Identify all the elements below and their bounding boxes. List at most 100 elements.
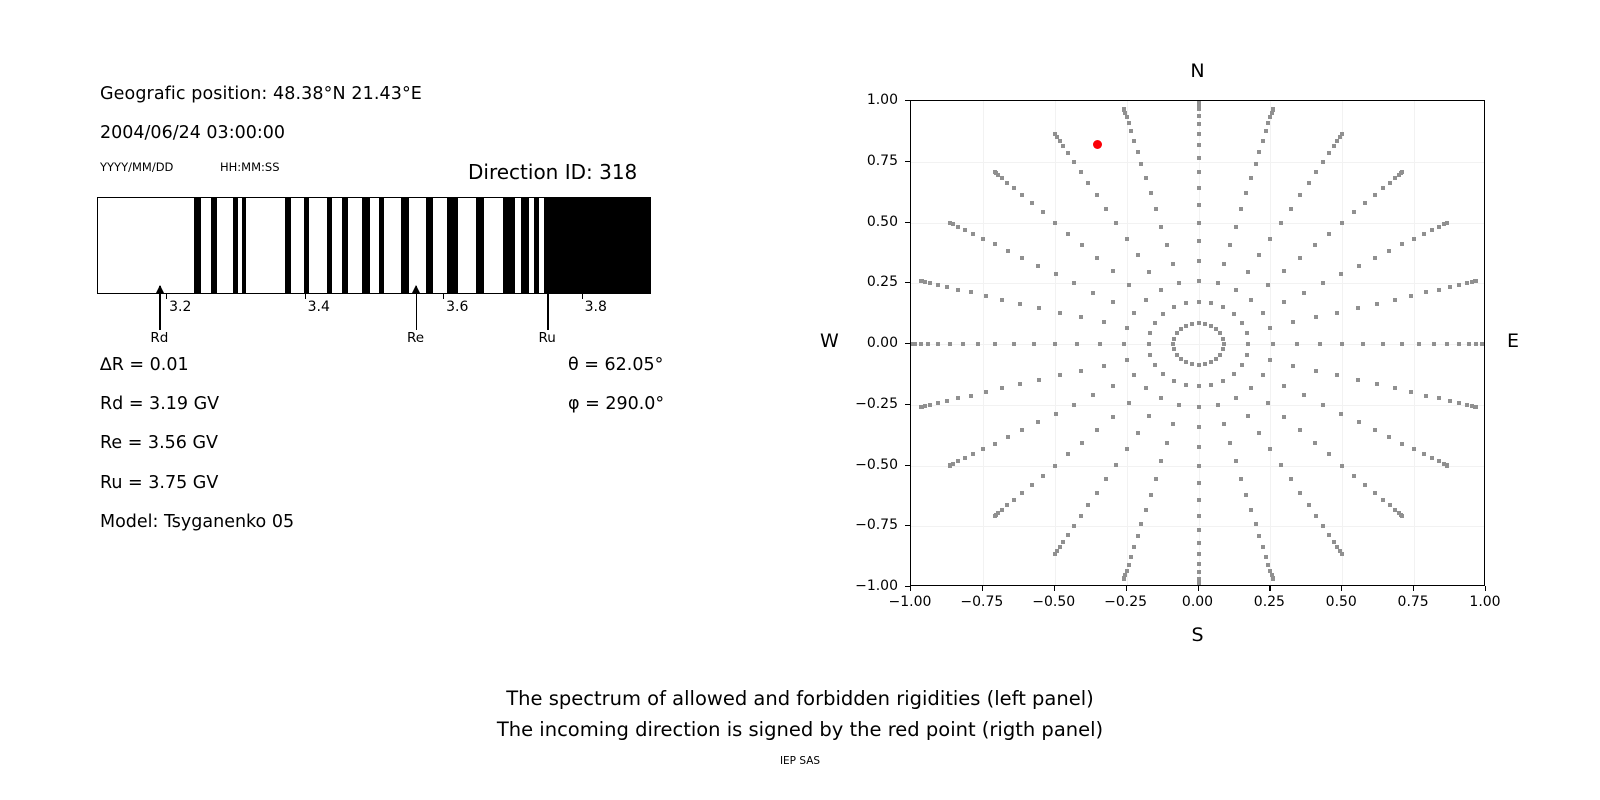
direction-grid-dot [1031,342,1036,346]
direction-grid-dot [1174,352,1179,357]
direction-grid-dot [1036,420,1041,425]
direction-grid-dot [1239,363,1244,368]
direction-grid-dot [1146,342,1151,346]
direction-grid-dot [956,396,960,401]
direction-grid-dot [1257,534,1262,539]
direction-grid-dot [1375,301,1379,306]
direction-grid-dot [1196,363,1201,368]
direction-grid-dot [1221,342,1226,346]
direction-grid-dot [1124,115,1129,120]
direction-grid-dot [1196,384,1201,389]
direction-grid-dot [1320,524,1325,529]
direction-grid-dot [1129,129,1134,134]
direction-grid-dot [1340,342,1345,346]
y-axis-tick-label: 0.50 [866,213,898,230]
direction-grid-dot [1017,382,1022,387]
direction-grid-dot [1078,169,1083,174]
direction-grid-dot [1111,383,1116,388]
direction-grid-dot [1196,107,1201,112]
forbidden-band [304,198,309,293]
direction-grid-dot [1372,427,1377,432]
direction-grid-dot [1196,142,1201,147]
y-axis-tick [905,282,910,284]
direction-grid-dot [944,284,949,289]
direction-grid-dot [1221,261,1226,266]
direction-grid-dot [928,281,933,286]
direction-grid-dot [992,242,997,247]
direction-grid-dot [1340,131,1345,136]
direction-grid-dot [1053,411,1058,416]
direction-grid-dot [1190,362,1194,367]
rigidity-spectrum-chart [97,197,651,294]
direction-grid-dot [1147,270,1152,275]
direction-grid-dot [956,224,960,229]
direction-grid-dot [1380,497,1385,502]
direction-grid-dot [1020,490,1025,495]
direction-grid-dot [1339,411,1344,416]
direction-grid-dot [956,459,960,464]
direction-grid-dot [1143,297,1148,302]
direction-grid-dot [1114,462,1119,467]
direction-grid-dot [1057,138,1062,143]
direction-grid-dot [996,511,1001,516]
direction-grid-dot [1392,507,1397,512]
direction-grid-dot [923,280,927,285]
direction-grid-dot [1466,342,1471,346]
y-axis-tick-label: 0.75 [866,152,898,169]
direction-grid-dot [1054,134,1059,139]
direction-grid-dot [1282,414,1287,419]
direction-grid-dot [1072,281,1076,286]
direction-grid-dot [1227,242,1232,247]
direction-grid-dot [1000,297,1005,302]
direction-grid-dot [1372,193,1377,198]
direction-grid-dot [1086,503,1091,508]
direction-grid-dot [1263,554,1268,559]
compass-label-north: N [1190,60,1205,82]
direction-grid-dot [1314,169,1319,174]
direction-grid-dot [1445,342,1450,346]
angle-text: φ = 290.0° [568,394,665,415]
direction-grid-dot [1335,373,1340,378]
direction-grid-dot [962,456,967,461]
direction-grid-dot [1153,207,1158,212]
direction-grid-dot [1233,287,1238,292]
direction-grid-dot [1327,231,1332,236]
direction-grid-dot [1352,473,1357,478]
direction-grid-dot [1352,210,1357,215]
direction-grid-dot [1171,422,1176,427]
direction-grid-dot [1215,281,1220,286]
direction-grid-dot [1327,452,1332,457]
direction-grid-dot [1124,325,1129,330]
direction-grid-dot [1416,342,1421,346]
direction-grid-dot [1253,162,1258,167]
direction-grid-dot [1072,402,1076,407]
direction-grid-dot [1040,210,1045,215]
direction-grid-dot [1400,441,1405,446]
x-axis-tick-label: 0.25 [1253,594,1285,610]
direction-grid-dot [1249,386,1254,391]
direction-grid-dot [1054,549,1059,554]
x-axis-tick-label: −0.25 [1104,594,1148,610]
spectrum-axis: 3.2 3.4 3.6 3.8 Rd Re Ru [97,285,651,354]
direction-grid-dot [1266,121,1271,126]
direction-grid-dot [1214,327,1219,332]
direction-grid-dot [1061,539,1066,544]
direction-grid-dot [1171,378,1176,383]
direction-grid-dot [1214,356,1219,361]
forbidden-band [362,198,370,293]
direction-grid-dot [1065,231,1070,236]
direction-grid-dot [1183,360,1188,365]
direction-grid-dot [1153,476,1158,481]
direction-grid-dot [1126,283,1131,288]
direction-grid-dot [1124,236,1129,241]
x-axis-tick [1197,586,1199,591]
direction-grid-dot [1464,281,1469,286]
direction-grid-dot [1326,151,1331,156]
direction-grid-dot [1066,151,1071,156]
direction-grid-dot [1340,220,1345,225]
gridline-vertical [1126,101,1128,585]
direction-grid-dot [1320,402,1325,407]
direction-grid-dot [1020,427,1025,432]
direction-grid-dot [1005,435,1010,440]
direction-grid-dot [1423,290,1428,295]
